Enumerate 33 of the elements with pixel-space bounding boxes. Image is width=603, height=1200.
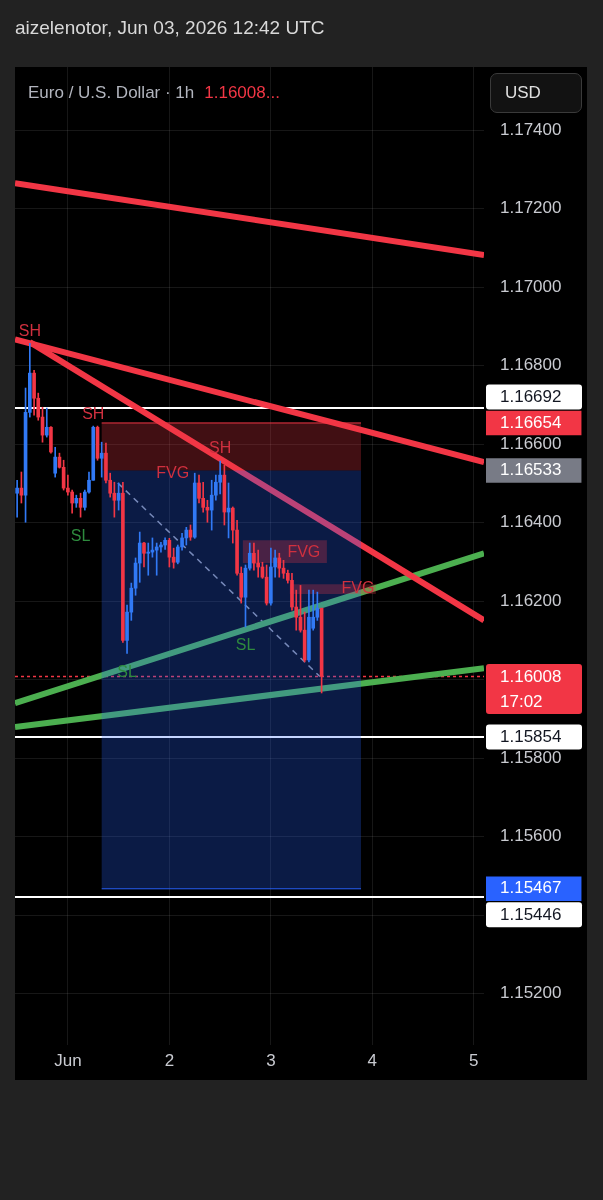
y-tick-label: 1.16600 [500,433,562,453]
ref-line-label: 1.16692 [500,387,562,407]
y-tick-label: 1.16654 [500,412,562,432]
text: 1.16008... [204,83,280,102]
y-tick-label: 1.15200 [500,983,562,1003]
y-tick-label: 1.16533 [500,460,562,480]
x-tick-label: 5 [469,1050,479,1070]
annotation: SL [70,526,91,544]
y-tick-label: 1.17400 [500,119,562,139]
y-tick-label: 1.16800 [500,355,562,375]
annotation: FVG [287,542,321,560]
annotation: SH [82,404,105,422]
y-tick-label: 1.17000 [500,276,562,296]
text: aizelenotor, Jun 03, 2026 12:42 UTC [15,16,326,40]
annotation: FVG [156,464,190,482]
x-tick-label: 3 [266,1050,276,1070]
y-tick-label: 1.15600 [500,826,562,846]
y-tick-label: 1.16400 [500,512,562,532]
y-axis-title: USD [490,73,582,113]
text: Euro / U.S. Dollar · 1h [28,83,195,102]
annotation: SL [235,636,256,654]
annotation: SH [209,439,232,457]
y-tick-label: 1.17200 [500,198,562,218]
annotation: SH [18,321,41,339]
ref-line-label: 1.15446 [500,904,562,924]
ref-line-label: 1.15854 [500,727,562,747]
y-tick-label: 1.15800 [500,747,562,767]
x-tick-label: 2 [164,1050,175,1070]
y-tick-label: 1.15467 [500,878,562,898]
y-tick-label: 1.16200 [500,590,562,610]
x-tick-label: Jun [54,1050,82,1070]
ref-line-label: 1.16008 17:02 [500,666,562,711]
x-tick-label: 4 [367,1050,378,1070]
